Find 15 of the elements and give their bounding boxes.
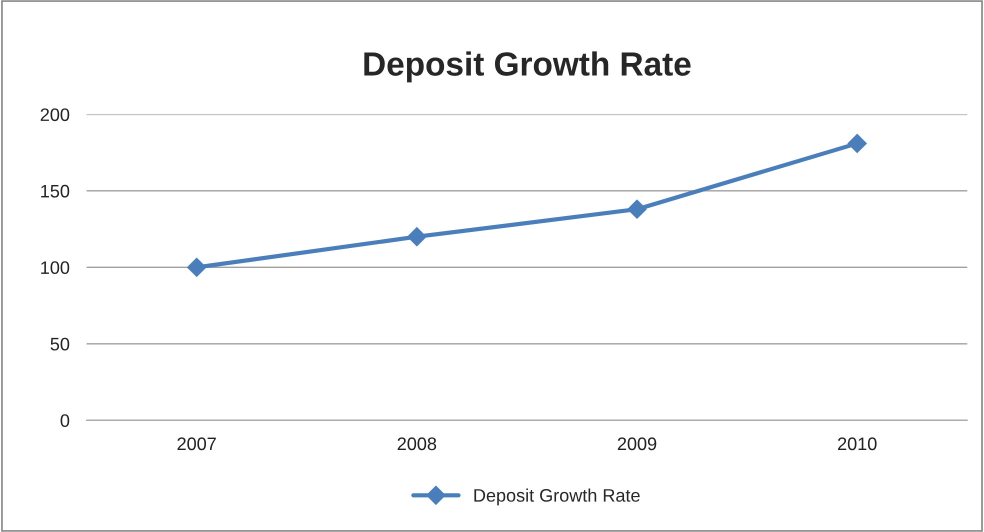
x-tick-label: 2009	[618, 437, 656, 450]
y-tick-label: 100	[41, 261, 70, 274]
x-tick-label: 2010	[838, 437, 877, 450]
y-tick-label: 200	[40, 108, 70, 122]
point	[187, 258, 206, 277]
legend-label: Deposit Growth Rate	[474, 488, 640, 506]
x-tick-label: 2008	[398, 437, 436, 450]
point	[407, 227, 426, 246]
x-tick-label: 2007	[178, 437, 216, 450]
point	[627, 200, 647, 219]
y-tick-label: 50	[50, 338, 70, 351]
y-tick-label: 150	[41, 184, 70, 198]
y-tick-label: 0	[60, 414, 70, 427]
point	[848, 134, 867, 153]
chart-title: Deposit Growth Rate	[364, 51, 691, 82]
